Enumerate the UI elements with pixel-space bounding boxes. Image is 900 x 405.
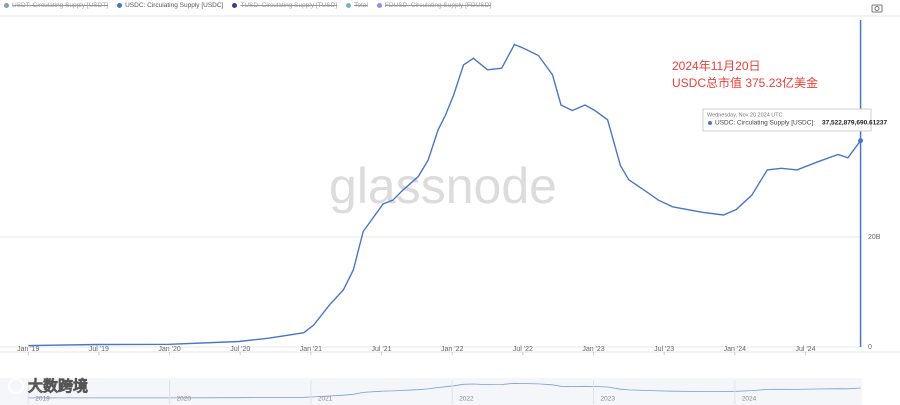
x-tick-label: Jan '22 <box>441 346 463 353</box>
x-tick-label: Jan '21 <box>300 346 322 353</box>
legend-label: TUSD: Circulating Supply [TUSD] <box>240 2 338 9</box>
legend-item[interactable]: USDT: Circulating Supply [USDT] <box>4 2 108 9</box>
annotation: USDC总市值 375.23亿美金 <box>672 75 818 90</box>
navigator-label: 2022 <box>459 396 474 403</box>
legend-label: FDUSD: Circulating Supply [FDUSD] <box>384 2 492 9</box>
tooltip-value: 37,522,879,690.61237 <box>822 120 887 127</box>
x-tick-label: Jan '24 <box>724 346 746 353</box>
plot: 0 20B Jan '19 Jul '19 Jan '20 Jul '20 Jan '21 J… <box>0 20 881 404</box>
legend-item[interactable]: FDUSD: Circulating Supply [FDUSD] <box>376 2 492 9</box>
navigator-label: 2021 <box>318 396 333 403</box>
legend-dot <box>232 3 238 8</box>
legend-dot <box>376 3 382 8</box>
legend-item[interactable]: TUSD: Circulating Supply [TUSD] <box>232 2 337 9</box>
x-tick-label: Jul '21 <box>372 346 392 353</box>
x-tick-label: Jan '23 <box>582 346 604 353</box>
legend-label: USDC: Circulating Supply [USDC] <box>125 2 224 9</box>
legend-label: Total <box>354 2 368 9</box>
legend-item[interactable]: USDC: Circulating Supply [USDC] <box>117 2 223 9</box>
legend: USDT: Circulating Supply [USDT] USDC: Ci… <box>4 2 491 9</box>
tooltip-box <box>702 108 872 132</box>
annotation: 2024年11月20日 <box>672 59 761 73</box>
x-tick-label: Jul '22 <box>513 346 533 353</box>
tooltip: Wednesday, Nov 20 2024 UTC USDC: Circula… <box>702 108 887 132</box>
x-tick-label: Jul '20 <box>230 346 250 353</box>
navigator-label: 2024 <box>742 396 757 403</box>
navigator-label: 2019 <box>35 396 50 403</box>
watermark: glassnode <box>329 158 557 214</box>
data-line <box>28 43 862 347</box>
logo-icon <box>8 378 24 394</box>
hover-marker <box>858 138 864 144</box>
navigator-line <box>28 382 861 399</box>
tooltip-label: USDC: Circulating Supply [USDC]: <box>715 120 815 127</box>
navigator-label: 2020 <box>177 396 192 403</box>
navigator-label: 2023 <box>601 396 616 403</box>
x-tick-label: Jan '19 <box>17 346 39 353</box>
tooltip-dot <box>708 121 712 125</box>
x-tick-label: Jul '24 <box>795 346 815 353</box>
legend-dot <box>117 3 123 8</box>
legend-label: USDT: Circulating Supply [USDT] <box>12 2 109 9</box>
legend-dot <box>4 3 9 8</box>
x-tick-label: Jan '20 <box>158 346 180 353</box>
legend-item[interactable]: Total <box>346 2 368 9</box>
logo-text: 大数跨境 <box>28 377 88 395</box>
camera-icon[interactable] <box>871 4 883 13</box>
y-tick-label: 0 <box>868 344 872 351</box>
x-tick-label: Jul '19 <box>89 346 109 353</box>
x-tick-label: Jul '23 <box>654 346 674 353</box>
legend-dot <box>346 3 352 8</box>
y-tick-label: 20B <box>868 234 881 241</box>
tooltip-date: Wednesday, Nov 20 2024 UTC <box>707 112 783 118</box>
